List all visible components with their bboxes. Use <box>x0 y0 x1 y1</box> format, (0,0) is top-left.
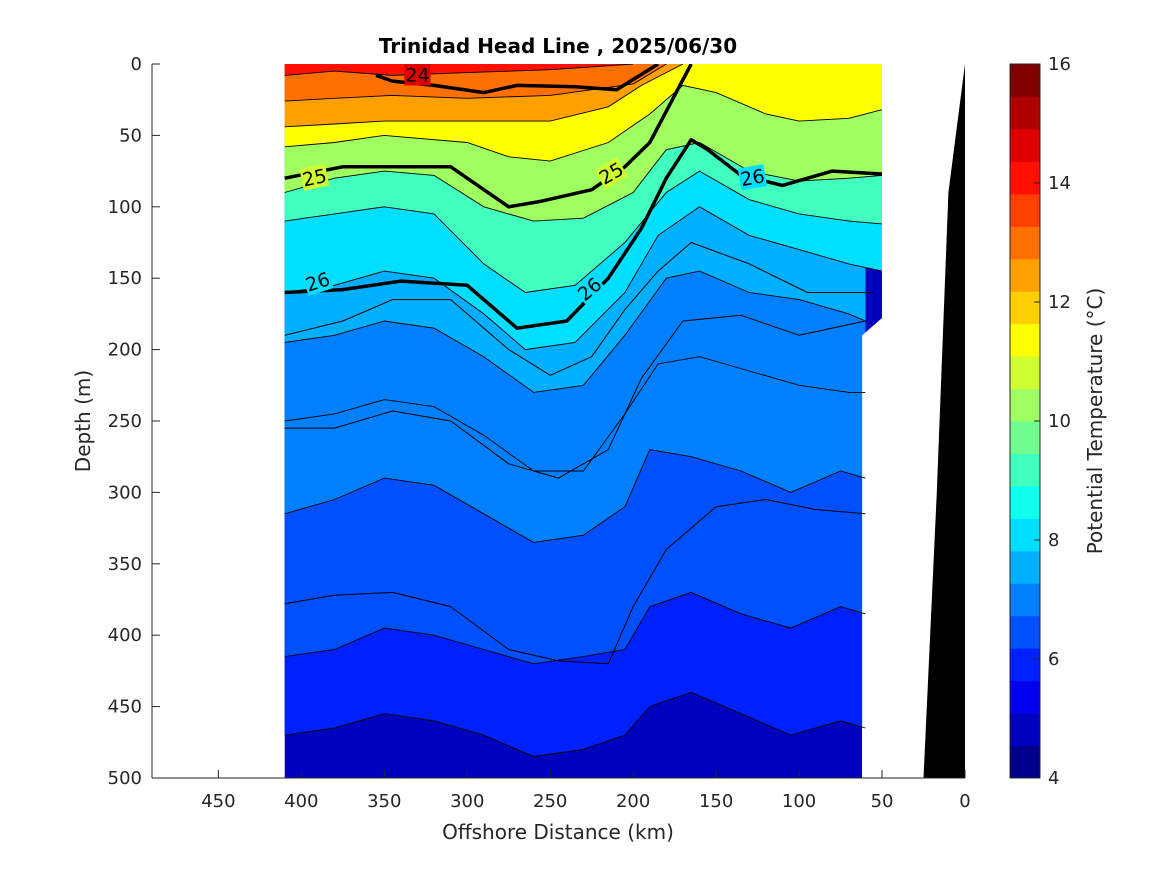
y-tick-label: 300 <box>108 482 142 503</box>
density-label-bg <box>737 164 768 191</box>
chart-title: Trinidad Head Line , 2025/06/30 <box>379 34 737 58</box>
density-label-bg <box>404 64 431 86</box>
isotherm-line <box>284 270 866 393</box>
seafloor <box>923 64 965 778</box>
colorbar-tick-label: 4 <box>1048 768 1059 789</box>
colorbar-tick-label: 12 <box>1048 292 1071 313</box>
x-tick-label: 400 <box>284 791 318 812</box>
y-tick-label: 400 <box>108 625 142 646</box>
colorbar-swatch <box>1010 128 1040 162</box>
density-label: 24 <box>404 64 431 86</box>
isotherm-line <box>284 449 866 543</box>
colorbar-swatch <box>1010 615 1040 649</box>
colorbar <box>1009 63 1041 779</box>
density-label-bg <box>301 267 334 297</box>
density-label-text: 25 <box>300 165 328 192</box>
isotherm-lines <box>284 64 883 758</box>
colorbar-tick-label: 8 <box>1048 530 1059 551</box>
bathymetry <box>923 64 965 778</box>
colorbar-swatch <box>1010 388 1040 422</box>
isotherm-line <box>284 64 684 128</box>
y-tick-label: 250 <box>108 411 142 432</box>
density-label-bg <box>572 272 607 306</box>
fill-band <box>284 64 634 76</box>
colorbar-swatch <box>1010 583 1040 617</box>
x-tick-label: 0 <box>959 791 970 812</box>
colorbar-swatch <box>1010 680 1040 714</box>
y-axis-label: Depth (m) <box>71 370 95 472</box>
colorbar-swatch <box>1010 745 1040 779</box>
colorbar-label: Potential Temperature (°C) <box>1083 288 1107 555</box>
isotherm-line <box>284 84 883 162</box>
density-label-bg <box>594 157 628 190</box>
colorbar-swatch <box>1010 648 1040 682</box>
x-tick-label: 350 <box>367 791 401 812</box>
density-label: 26 <box>737 164 768 191</box>
colorbar-swatch <box>1010 96 1040 130</box>
x-tick-label: 200 <box>616 791 650 812</box>
colorbar-tick-label: 10 <box>1048 411 1071 432</box>
density-contour <box>284 64 693 209</box>
colorbar-swatch <box>1010 64 1040 97</box>
x-tick-label: 250 <box>533 791 567 812</box>
colorbar-swatch <box>1010 356 1040 390</box>
density-label-text: 26 <box>739 165 767 191</box>
y-tick-label: 350 <box>108 554 142 575</box>
colorbar-swatch <box>1010 550 1040 584</box>
x-tick-label: 100 <box>782 791 816 812</box>
isotherm-line <box>284 206 883 351</box>
colorbar-swatch <box>1010 518 1040 552</box>
colorbar-tick-label: 14 <box>1048 173 1071 194</box>
y-tick-label: 100 <box>108 197 142 218</box>
x-tick-label: 150 <box>699 791 733 812</box>
colorbar-swatch <box>1010 291 1040 325</box>
density-label-text: 24 <box>405 64 429 86</box>
density-contour <box>284 314 866 479</box>
isotherm-line <box>284 170 883 293</box>
y-tick-label: 50 <box>119 125 142 146</box>
colorbar-swatch <box>1010 323 1040 357</box>
colorbar-swatch <box>1010 453 1040 487</box>
y-tick-label: 150 <box>108 268 142 289</box>
colorbar-swatch <box>1010 258 1040 292</box>
y-tick-label: 200 <box>108 340 142 361</box>
colorbar-swatch <box>1010 226 1040 260</box>
density-contour <box>284 242 874 376</box>
y-tick-label: 450 <box>108 697 142 718</box>
density-label: 25 <box>299 163 330 192</box>
x-tick-label: 300 <box>450 791 484 812</box>
x-axis-label: Offshore Distance (km) <box>442 820 674 844</box>
y-tick-label: 500 <box>108 768 142 789</box>
x-tick-label: 50 <box>871 791 894 812</box>
colorbar-ticks: 4 6 8 10 12 14 16 <box>1034 54 1071 789</box>
x-tick-label: 450 <box>201 791 235 812</box>
isotherm-line <box>284 64 667 102</box>
isotherm-line <box>284 356 866 472</box>
colorbar-swatch <box>1010 193 1040 227</box>
isotherm-line <box>284 142 883 222</box>
density-contour <box>375 64 660 95</box>
colorbar-swatch <box>1010 161 1040 195</box>
x-axis-ticks: 450 400 350 300 250 200 150 100 50 0 <box>201 770 971 812</box>
y-tick-label: 0 <box>131 54 142 75</box>
isotherm-line <box>284 591 866 665</box>
y-axis-ticks: 0 50 100 150 200 250 300 350 400 450 500 <box>108 54 160 789</box>
colorbar-swatch <box>1010 713 1040 747</box>
isotherm-line <box>284 691 866 758</box>
colorbar-swatch <box>1010 421 1040 454</box>
density-label-bg <box>299 163 330 191</box>
colorbar-swatch <box>1010 485 1040 519</box>
colorbar-tick-label: 6 <box>1048 649 1059 670</box>
colorbar-tick-label: 16 <box>1048 54 1071 75</box>
density-contour <box>284 137 883 330</box>
density-contour <box>284 499 866 665</box>
